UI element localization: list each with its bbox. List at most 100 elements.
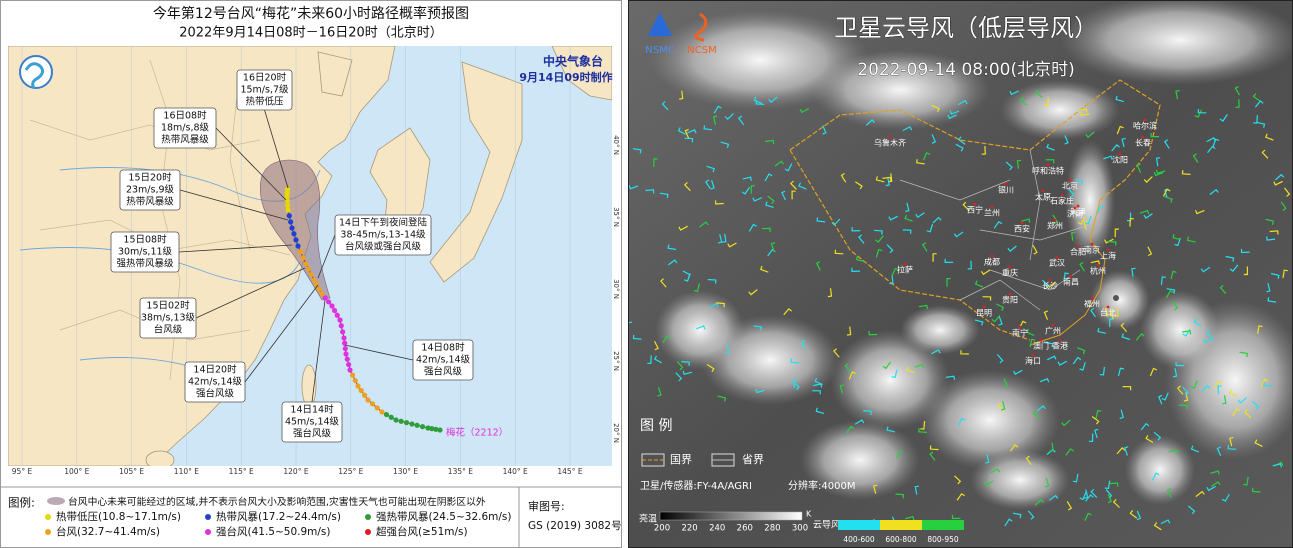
wind-barb bbox=[1129, 217, 1134, 227]
wind-barb bbox=[1068, 188, 1075, 198]
city-label: 兰州 bbox=[984, 208, 1000, 218]
wind-barb bbox=[915, 212, 925, 219]
wind-barb bbox=[1034, 498, 1044, 506]
wind-barb bbox=[1252, 93, 1261, 102]
city-label: 沈阳 bbox=[1112, 155, 1128, 165]
track-dot bbox=[409, 421, 415, 427]
wind-barb bbox=[737, 115, 745, 126]
wind-barb bbox=[1090, 307, 1096, 318]
wind-barb bbox=[1043, 310, 1049, 320]
track-dot bbox=[291, 231, 297, 237]
longitude-label: 120° E bbox=[283, 467, 308, 476]
wind-barb bbox=[1166, 488, 1172, 498]
wind-barb bbox=[875, 176, 885, 183]
wind-barb bbox=[632, 334, 642, 340]
wind-barb bbox=[904, 214, 913, 222]
wind-barb bbox=[1153, 431, 1162, 441]
wind-barb bbox=[1004, 518, 1013, 527]
wind-barb bbox=[863, 410, 872, 415]
wind-barb bbox=[1120, 322, 1128, 332]
wind-barb bbox=[816, 217, 826, 223]
wind-barb bbox=[1121, 333, 1130, 341]
wind-barb bbox=[998, 316, 1003, 326]
satellite-time: 2022-09-14 08:00(北京时) bbox=[857, 60, 1074, 80]
city-label: 石家庄 bbox=[1050, 196, 1074, 206]
wind-barb bbox=[831, 218, 841, 226]
wind-barb bbox=[1032, 410, 1041, 419]
wind-barb bbox=[798, 182, 807, 190]
logo-text: NCSM bbox=[687, 45, 716, 56]
wind-barb bbox=[1174, 237, 1181, 247]
wind-barb bbox=[905, 515, 915, 521]
wind-barb bbox=[1234, 85, 1241, 96]
track-dot bbox=[329, 303, 335, 309]
track-dot bbox=[433, 426, 439, 432]
wind-barb bbox=[886, 426, 896, 433]
callout-text: 台风级 bbox=[154, 324, 183, 336]
track-dot bbox=[316, 286, 322, 292]
wind-barb bbox=[1088, 433, 1094, 443]
callout-text: 热带低压 bbox=[245, 96, 284, 108]
wind-barb bbox=[1027, 510, 1035, 520]
logo-text: NSMC bbox=[645, 45, 674, 56]
wind-barb bbox=[985, 454, 990, 464]
wind-barb bbox=[931, 104, 940, 113]
wind-barb bbox=[681, 361, 690, 366]
ncsm-logo bbox=[694, 12, 708, 42]
wind-barb bbox=[931, 349, 941, 355]
wind-barb bbox=[1197, 109, 1207, 114]
wind-barb bbox=[1013, 369, 1023, 376]
wind-barb bbox=[1172, 368, 1178, 378]
wind-barb bbox=[748, 289, 758, 296]
cloud bbox=[1125, 435, 1195, 505]
wind-barb bbox=[1109, 318, 1114, 328]
city-label: 武汉 bbox=[1049, 258, 1065, 268]
hainan bbox=[145, 450, 175, 466]
cloud bbox=[655, 290, 745, 370]
wind-barb bbox=[1284, 187, 1291, 197]
wind-band bbox=[880, 520, 922, 530]
wind-barb bbox=[762, 227, 771, 233]
wind-barb bbox=[1121, 137, 1126, 148]
wind-band-label: 600-800 bbox=[885, 535, 917, 544]
city-dot bbox=[1004, 182, 1008, 186]
wind-barb bbox=[1181, 170, 1191, 175]
wind-barb bbox=[1265, 218, 1275, 225]
legend-dot bbox=[205, 529, 211, 535]
wind-barb bbox=[1114, 307, 1119, 317]
wind-barb bbox=[1109, 482, 1119, 487]
track-dot bbox=[334, 312, 340, 318]
wind-barb bbox=[1214, 380, 1223, 389]
callout-text: 42m/s,14级 bbox=[188, 376, 243, 388]
wind-barb bbox=[1232, 408, 1241, 417]
callout-text: 16日08时 bbox=[163, 110, 207, 122]
wind-barb bbox=[725, 344, 730, 354]
wind-barb bbox=[1136, 163, 1142, 173]
wind-barb bbox=[840, 172, 847, 183]
wind-barb bbox=[676, 361, 684, 371]
wind-barb bbox=[1172, 300, 1179, 311]
longitude-label: 145° E bbox=[557, 467, 582, 476]
city-label: 昆明 bbox=[976, 309, 992, 318]
wind-barb bbox=[967, 260, 972, 270]
wind-barb bbox=[905, 202, 910, 213]
latitude-label: 25° N bbox=[612, 351, 620, 371]
latitude-label: 35° N bbox=[612, 207, 620, 227]
wind-barb bbox=[770, 242, 776, 252]
wind-barb bbox=[768, 96, 778, 103]
wind-barb bbox=[1143, 176, 1153, 183]
wind-barb bbox=[661, 101, 669, 111]
wind-barb bbox=[882, 176, 892, 182]
wind-barb bbox=[675, 372, 683, 382]
wind-barb bbox=[790, 180, 797, 190]
wind-barb bbox=[713, 105, 722, 114]
wind-barb bbox=[957, 136, 966, 145]
wind-barb bbox=[956, 492, 965, 501]
wind-label: 云导风 bbox=[813, 520, 840, 531]
track-dot bbox=[342, 340, 348, 346]
brightness-tick: 220 bbox=[681, 524, 697, 534]
city-label: 成都 bbox=[984, 257, 1000, 267]
legend-dot bbox=[45, 529, 51, 535]
wind-barb bbox=[1151, 472, 1160, 481]
wind-barb bbox=[1182, 330, 1192, 335]
